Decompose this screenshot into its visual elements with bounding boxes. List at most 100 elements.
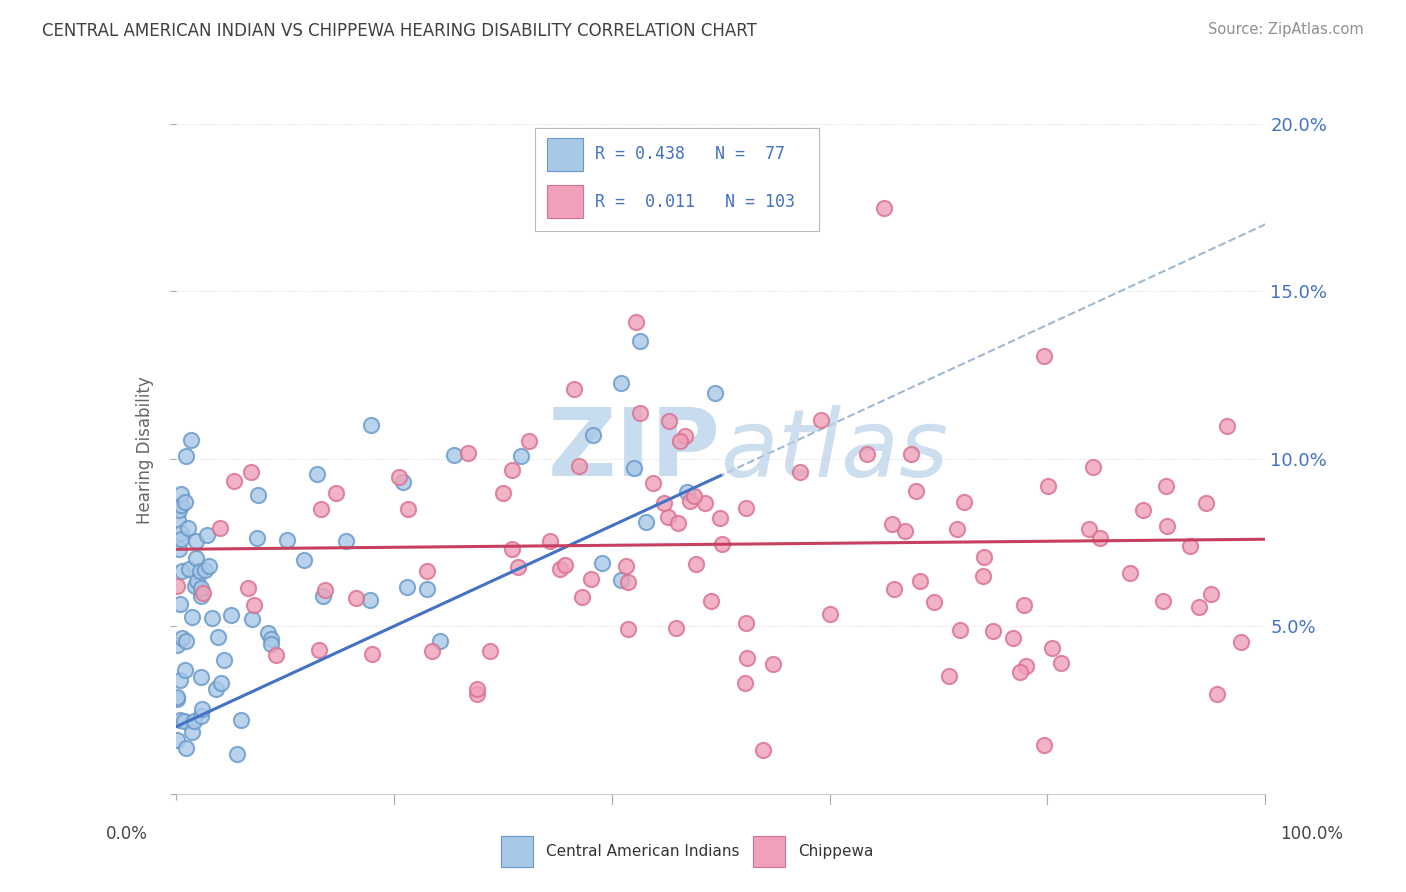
Point: [190, 589, 212, 603]
Point: [172, 631, 194, 645]
Point: [1194, 495, 1216, 509]
Point: [550, 562, 572, 576]
Point: [1012, 599, 1035, 613]
Point: [1050, 656, 1073, 670]
Point: [188, 565, 211, 579]
Point: [396, 502, 419, 516]
Point: [623, 461, 645, 475]
Point: [938, 669, 960, 683]
Point: [501, 541, 523, 556]
Point: [675, 484, 697, 499]
Point: [1216, 419, 1239, 434]
Point: [420, 643, 443, 657]
Point: [506, 560, 529, 574]
Point: [568, 459, 591, 474]
Point: [190, 670, 212, 684]
Point: [266, 648, 288, 662]
Point: [236, 581, 259, 595]
Point: [685, 558, 707, 572]
Point: [344, 591, 367, 606]
Point: [1081, 460, 1104, 475]
Point: [170, 486, 193, 500]
Point: [734, 615, 756, 630]
Point: [1156, 519, 1178, 533]
Point: [709, 510, 731, 524]
Point: [465, 687, 488, 701]
Point: [734, 676, 756, 690]
Point: [579, 572, 602, 586]
Point: [675, 428, 697, 442]
Point: [191, 585, 214, 599]
Point: [554, 558, 576, 572]
Point: [174, 663, 197, 677]
Point: [610, 376, 633, 390]
Point: [634, 515, 657, 529]
Point: [181, 725, 204, 739]
Point: [183, 714, 205, 729]
Point: [924, 595, 946, 609]
Point: [314, 583, 336, 598]
Point: [170, 532, 193, 546]
Point: [492, 486, 515, 500]
Point: [170, 498, 193, 512]
Point: [388, 470, 411, 484]
Point: [169, 597, 191, 611]
Text: 0.0%: 0.0%: [105, 825, 148, 843]
Point: [953, 495, 976, 509]
Point: [246, 487, 269, 501]
Point: [751, 743, 773, 757]
Text: atlas: atlas: [721, 405, 949, 496]
Point: [856, 447, 879, 461]
Point: [184, 551, 207, 566]
Point: [174, 740, 197, 755]
Point: [361, 647, 384, 661]
Point: [443, 448, 465, 462]
Point: [591, 557, 613, 571]
Point: [166, 579, 188, 593]
Bar: [754, 837, 785, 867]
Point: [166, 513, 188, 527]
Point: [180, 609, 202, 624]
Point: [415, 582, 437, 596]
Point: [396, 580, 419, 594]
Point: [1132, 503, 1154, 517]
Point: [762, 657, 785, 671]
Point: [429, 634, 451, 648]
Point: [201, 611, 224, 625]
Point: [669, 434, 692, 449]
Point: [900, 447, 922, 461]
Point: [948, 623, 970, 637]
Point: [517, 434, 540, 449]
Point: [478, 644, 501, 658]
Point: [908, 574, 931, 588]
Point: [325, 486, 347, 500]
Point: [699, 593, 721, 607]
Point: [177, 521, 200, 535]
Point: [510, 449, 533, 463]
Point: [180, 433, 202, 447]
Point: [501, 463, 523, 477]
Point: [873, 201, 896, 215]
Point: [246, 532, 269, 546]
Point: [240, 611, 263, 625]
Point: [818, 607, 841, 622]
Point: [571, 590, 593, 604]
Point: [190, 708, 212, 723]
Point: [457, 445, 479, 459]
Point: [679, 494, 702, 508]
Point: [735, 650, 758, 665]
Point: [973, 549, 995, 564]
Point: [167, 542, 190, 557]
Point: [243, 599, 266, 613]
Point: [1077, 522, 1099, 536]
Text: ZIP: ZIP: [548, 404, 721, 497]
Point: [624, 315, 647, 329]
Point: [260, 637, 283, 651]
Point: [166, 732, 188, 747]
Point: [170, 525, 193, 540]
Point: [184, 533, 207, 548]
Point: [240, 465, 263, 479]
Point: [665, 621, 688, 635]
Point: [972, 569, 994, 583]
Point: [360, 417, 382, 432]
